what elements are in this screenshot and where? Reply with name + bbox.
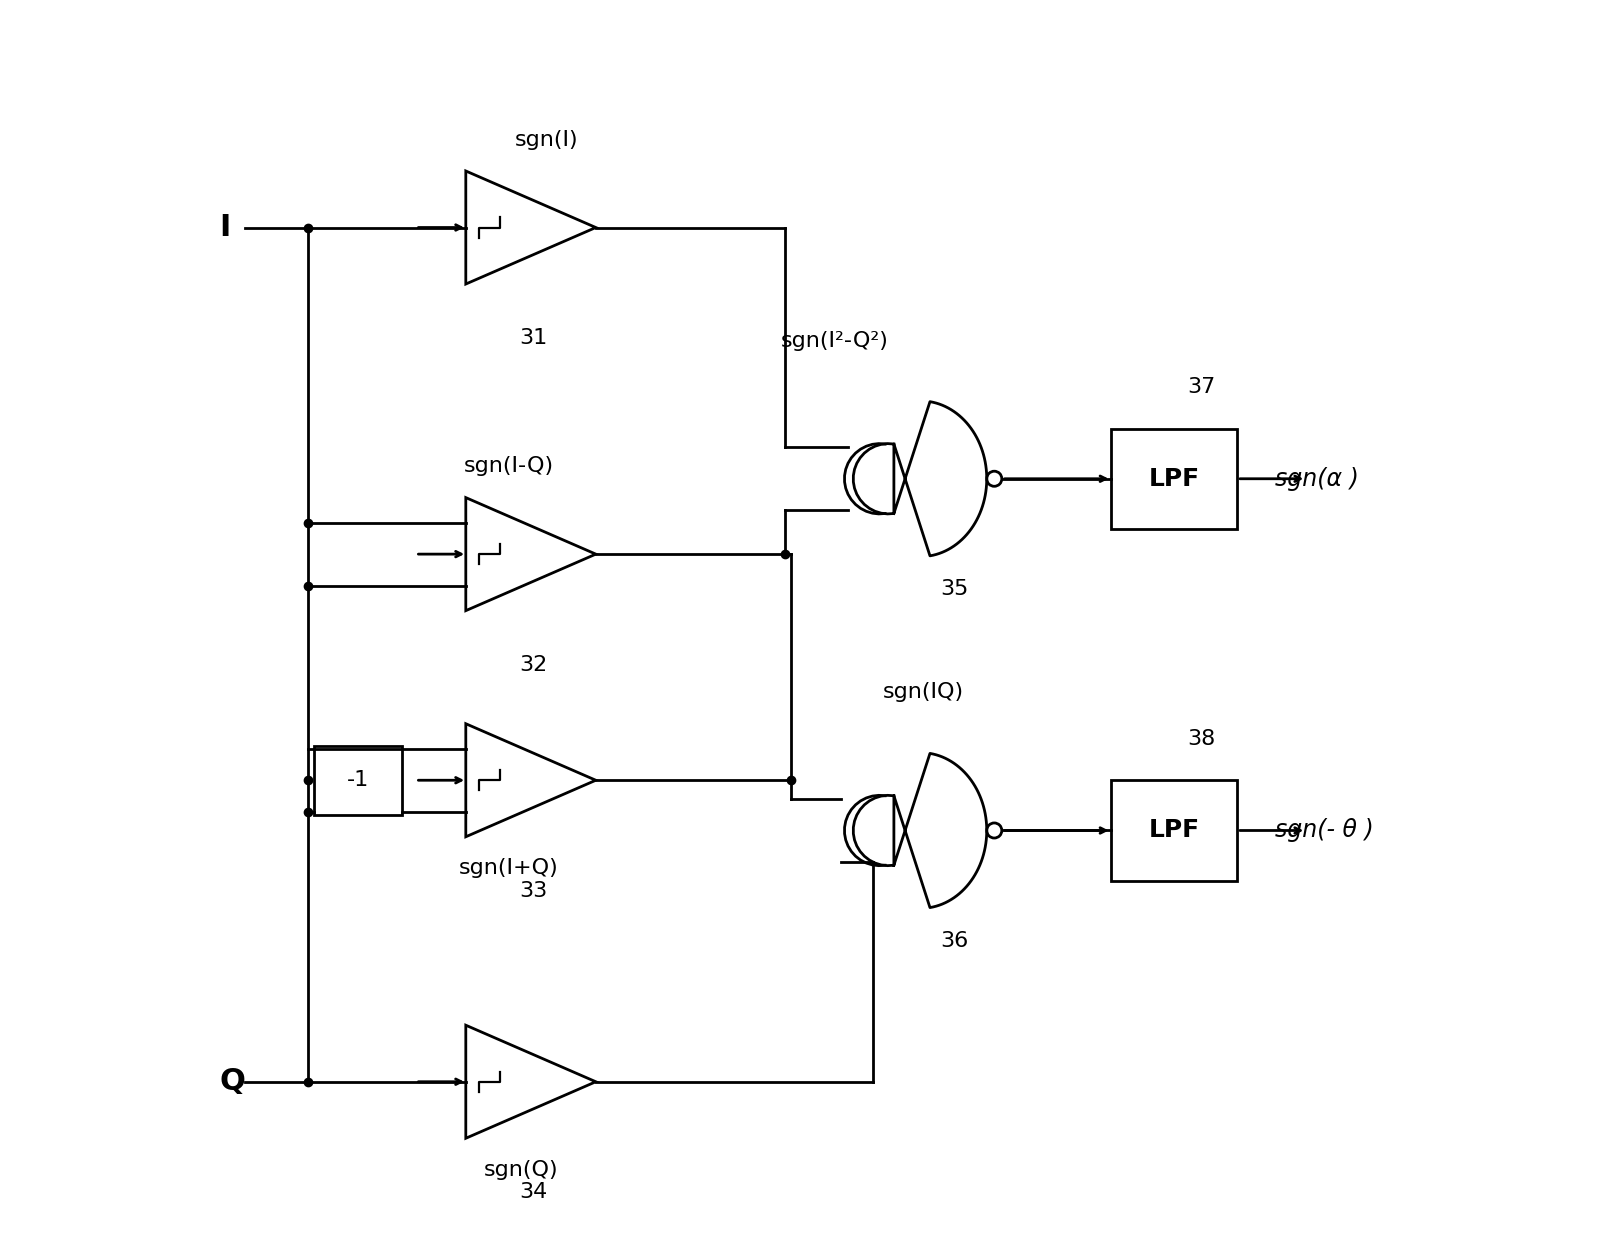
Bar (1111, 781, 1238, 881)
Text: -1: -1 (347, 771, 369, 791)
Text: LPF: LPF (1149, 467, 1200, 491)
Text: 35: 35 (940, 579, 969, 599)
Text: 31: 31 (520, 329, 548, 347)
Text: sgn(α ): sgn(α ) (1275, 467, 1359, 491)
Text: 32: 32 (520, 655, 548, 675)
Text: sgn(I²-Q²): sgn(I²-Q²) (781, 331, 889, 350)
Text: LPF: LPF (1149, 818, 1200, 842)
Text: sgn(IQ): sgn(IQ) (883, 682, 964, 703)
Text: I: I (220, 213, 232, 242)
Text: 36: 36 (940, 930, 969, 951)
Text: sgn(I-Q): sgn(I-Q) (463, 456, 554, 476)
Text: 38: 38 (1187, 729, 1215, 749)
Text: Q: Q (220, 1068, 246, 1097)
Text: sgn(Q): sgn(Q) (484, 1160, 559, 1180)
Text: sgn(I+Q): sgn(I+Q) (458, 859, 559, 879)
Bar (314, 745, 402, 815)
Text: sgn(- θ ): sgn(- θ ) (1275, 818, 1374, 842)
Text: 34: 34 (520, 1182, 548, 1202)
Text: sgn(I): sgn(I) (515, 130, 578, 150)
Bar (1111, 428, 1238, 529)
Text: 37: 37 (1187, 378, 1215, 397)
Text: 33: 33 (520, 881, 548, 900)
